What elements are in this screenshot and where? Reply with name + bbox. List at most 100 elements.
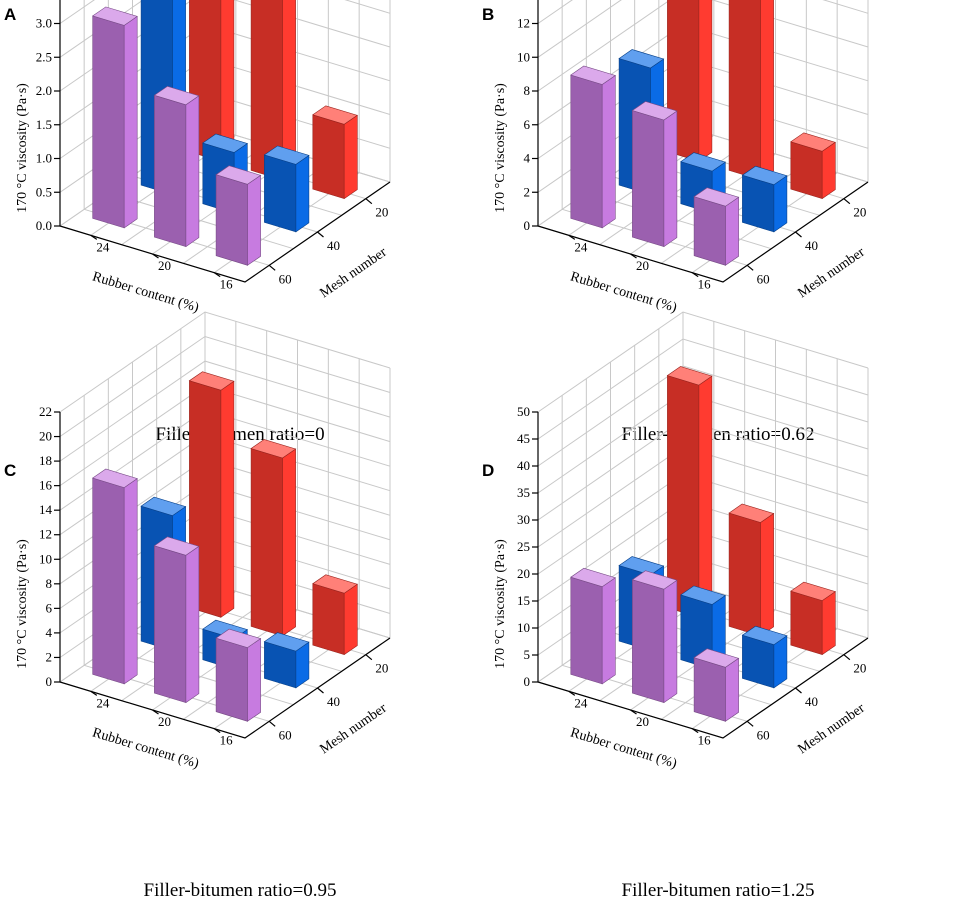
bar-face-top xyxy=(693,648,740,668)
bar-mesh-60-rubber-20 xyxy=(631,101,678,248)
bar-face-top xyxy=(263,145,310,165)
bar-face-right xyxy=(295,154,310,233)
x-tick-label: 16 xyxy=(220,733,234,748)
bar-face-right xyxy=(725,196,739,266)
z-tick-label: 1.0 xyxy=(36,151,52,166)
panel-label: D xyxy=(482,461,494,480)
z-tick-label: 1.5 xyxy=(36,117,52,132)
z-tick-label: 2 xyxy=(46,649,53,664)
x-tick xyxy=(90,690,98,696)
z-tick-label: 12 xyxy=(517,16,530,31)
gridline xyxy=(682,125,869,183)
z-axis-title: 170 °C viscosity (Pa·s) xyxy=(15,539,30,669)
x-tick xyxy=(152,709,159,715)
y-tick-label: 60 xyxy=(279,727,292,742)
z-tick-label: 25 xyxy=(517,539,530,554)
bar-mesh-20-rubber-20 xyxy=(250,439,297,637)
bar-face-left xyxy=(264,154,297,233)
bar-face-top xyxy=(693,187,740,207)
bar-face-left xyxy=(693,657,726,722)
z-tick-label: 3.0 xyxy=(36,16,52,31)
panel-label: C xyxy=(4,461,16,480)
bar-face-left xyxy=(570,576,603,685)
panel-label: B xyxy=(482,5,494,24)
bar-face-left xyxy=(154,545,187,704)
bar-face-top xyxy=(263,632,310,652)
bar-mesh-40-rubber-16 xyxy=(741,165,788,233)
bar-face-right xyxy=(663,110,678,248)
z-axis-title: 170 °C viscosity (Pa·s) xyxy=(15,83,30,213)
y-tick xyxy=(317,231,324,238)
bar-face-left xyxy=(312,114,345,200)
bar-face-right xyxy=(725,657,739,722)
bar-face-left xyxy=(742,174,775,233)
bar-face-top xyxy=(790,581,836,601)
y-tick-label: 60 xyxy=(279,271,292,286)
chart-panel-d: 0 5 10 15 20 25 30 35 40 45 50 24 20 16 20 40 60 170 °C v… xyxy=(482,311,869,901)
bar-face-right xyxy=(821,591,836,656)
bar-face-left xyxy=(790,141,823,200)
bar-face-right xyxy=(220,380,235,618)
bar-face-right xyxy=(760,512,774,637)
bar-face-left xyxy=(728,0,761,181)
bar-face-top xyxy=(153,536,200,556)
bar-face-top xyxy=(618,49,665,69)
bar-mesh-20-rubber-16 xyxy=(790,132,836,200)
x-tick-label: 20 xyxy=(636,258,649,273)
z-tick-label: 35 xyxy=(517,485,530,500)
x-tick xyxy=(630,253,637,259)
bars xyxy=(92,371,358,722)
z-tick-label: 50 xyxy=(517,404,530,419)
bar-face-top xyxy=(741,625,788,646)
bar-face-left xyxy=(790,590,823,656)
x-tick xyxy=(90,234,98,240)
z-tick-label: 22 xyxy=(39,404,52,419)
z-tick-label: 30 xyxy=(517,512,530,527)
bar-face-top xyxy=(570,567,616,588)
bar-face-right xyxy=(247,638,261,722)
z-axis-title: 170 °C viscosity (Pa·s) xyxy=(493,539,508,669)
z-tick-label: 0.0 xyxy=(36,218,52,233)
x-tick xyxy=(630,709,637,715)
bar-face-right xyxy=(247,174,261,266)
bar-mesh-60-rubber-20 xyxy=(153,536,200,704)
z-tick-label: 8 xyxy=(46,576,53,591)
z-tick-label: 2 xyxy=(524,184,531,199)
bar-face-left xyxy=(215,637,248,722)
y-tick-label: 20 xyxy=(853,661,866,676)
bar-mesh-20-rubber-20 xyxy=(728,503,775,637)
y-tick-label: 40 xyxy=(327,238,340,253)
bar-mesh-40-rubber-16 xyxy=(263,145,310,233)
bar-face-right xyxy=(601,577,616,685)
z-tick-label: 20 xyxy=(39,429,52,444)
bar-face-top xyxy=(680,152,726,172)
bar-face-top xyxy=(188,371,235,391)
z-tick-label: 8 xyxy=(524,83,531,98)
chart-panel-a: 0.00.51.01.52.02.53.03.54.02420162040601… xyxy=(4,0,391,445)
z-tick-label: 0 xyxy=(524,674,531,689)
bar-mesh-60-rubber-16 xyxy=(215,165,262,266)
z-tick-label: 0.5 xyxy=(36,184,52,199)
z-axis-title: 170 °C viscosity (Pa·s) xyxy=(493,83,508,213)
panel-label: A xyxy=(4,5,16,24)
y-tick-label: 60 xyxy=(757,727,770,742)
bar-face-top xyxy=(92,468,138,488)
z-tick-label: 20 xyxy=(517,566,530,581)
bar-face-left xyxy=(632,579,665,704)
bar-face-left xyxy=(154,94,187,248)
bar-face-right xyxy=(282,448,296,637)
bar-face-left xyxy=(728,512,761,637)
bar-face-right xyxy=(698,0,713,162)
x-tick xyxy=(568,234,576,240)
x-tick-label: 16 xyxy=(220,277,234,292)
bar-face-right xyxy=(601,74,616,229)
bar-face-top xyxy=(631,570,678,590)
x-axis-title: Rubber content (%) xyxy=(90,726,200,772)
bar-mesh-60-rubber-24 xyxy=(570,65,616,229)
x-axis-title: Rubber content (%) xyxy=(90,270,200,316)
bar-face-right xyxy=(123,478,138,685)
bar-face-top xyxy=(790,132,836,152)
bar-face-right xyxy=(698,375,713,618)
bar-face-top xyxy=(312,105,358,125)
